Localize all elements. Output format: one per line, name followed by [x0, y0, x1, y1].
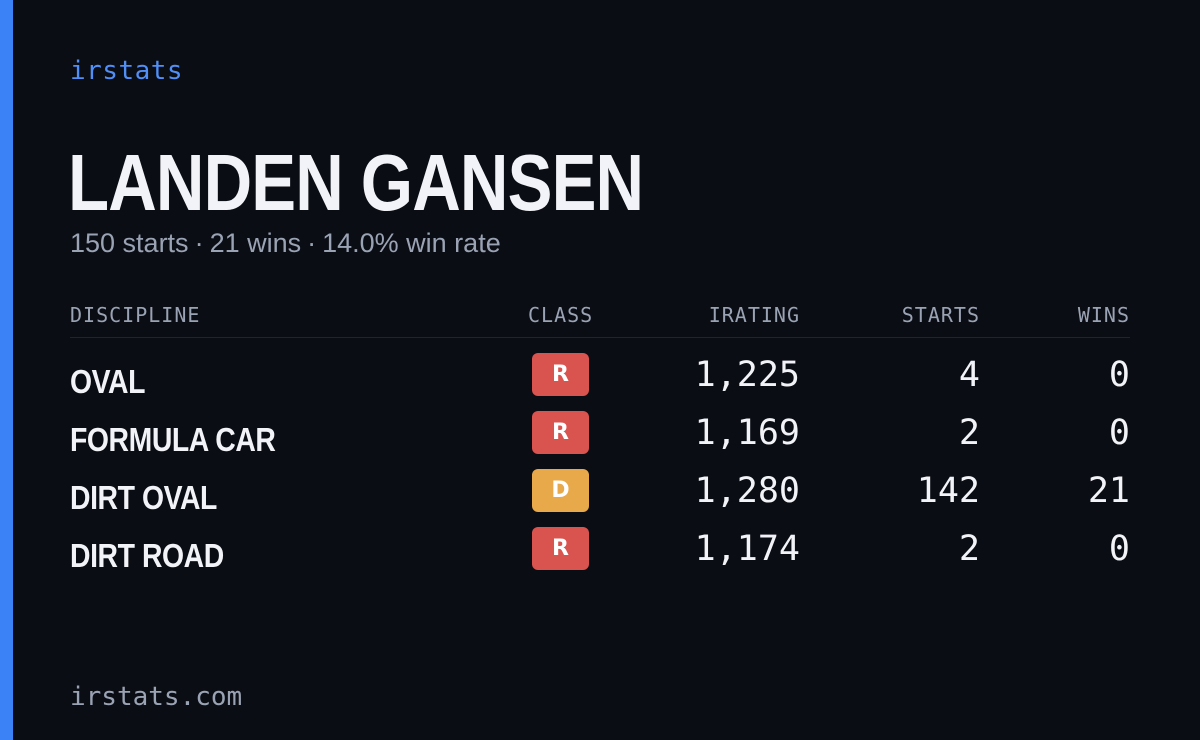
table-row: DIRT ROAD R 1,174 2 0 [70, 527, 1130, 585]
table-row: FORMULA CAR R 1,169 2 0 [70, 411, 1130, 469]
discipline-name: FORMULA CAR [70, 421, 276, 458]
summary-wins: 21 wins [209, 228, 302, 258]
header-wins: WINS [1077, 303, 1130, 327]
discipline-name: DIRT OVAL [70, 479, 217, 516]
discipline-name: DIRT ROAD [70, 537, 224, 574]
driver-summary: 150 starts · 21 wins · 14.0% win rate [70, 228, 501, 259]
starts-value: 2 [958, 413, 980, 453]
license-table: DISCIPLINE CLASS IRATING STARTS WINS OVA… [70, 296, 1130, 574]
header-irating: IRATING [708, 303, 800, 327]
irating-value: 1,280 [694, 471, 800, 511]
irating-value: 1,225 [694, 355, 800, 395]
class-badge: R [532, 353, 589, 396]
summary-separator: · [307, 228, 317, 258]
starts-value: 142 [916, 471, 980, 511]
table-row: OVAL R 1,225 4 0 [70, 353, 1130, 411]
header-discipline: DISCIPLINE [70, 303, 201, 327]
discipline-name: OVAL [70, 363, 146, 400]
wins-value: 21 [1087, 471, 1130, 511]
irating-value: 1,174 [694, 529, 800, 569]
wins-value: 0 [1108, 355, 1130, 395]
starts-value: 2 [958, 529, 980, 569]
driver-name: LANDEN GANSEN [68, 138, 644, 227]
header-class: CLASS [528, 303, 594, 327]
wins-value: 0 [1108, 529, 1130, 569]
starts-value: 4 [958, 355, 980, 395]
table-header: DISCIPLINE CLASS IRATING STARTS WINS [70, 296, 1130, 338]
summary-separator: · [194, 228, 204, 258]
brand-logo[interactable]: irstats [70, 56, 184, 86]
header-starts: STARTS [901, 303, 980, 327]
table-row: DIRT OVAL D 1,280 142 21 [70, 469, 1130, 527]
summary-win-rate: 14.0% win rate [322, 228, 501, 258]
class-badge: R [532, 411, 589, 454]
irating-value: 1,169 [694, 413, 800, 453]
wins-value: 0 [1108, 413, 1130, 453]
class-badge: R [532, 527, 589, 570]
accent-bar [0, 0, 13, 740]
footer-site-url[interactable]: irstats.com [70, 682, 243, 712]
summary-starts: 150 starts [70, 228, 189, 258]
class-badge: D [532, 469, 589, 512]
